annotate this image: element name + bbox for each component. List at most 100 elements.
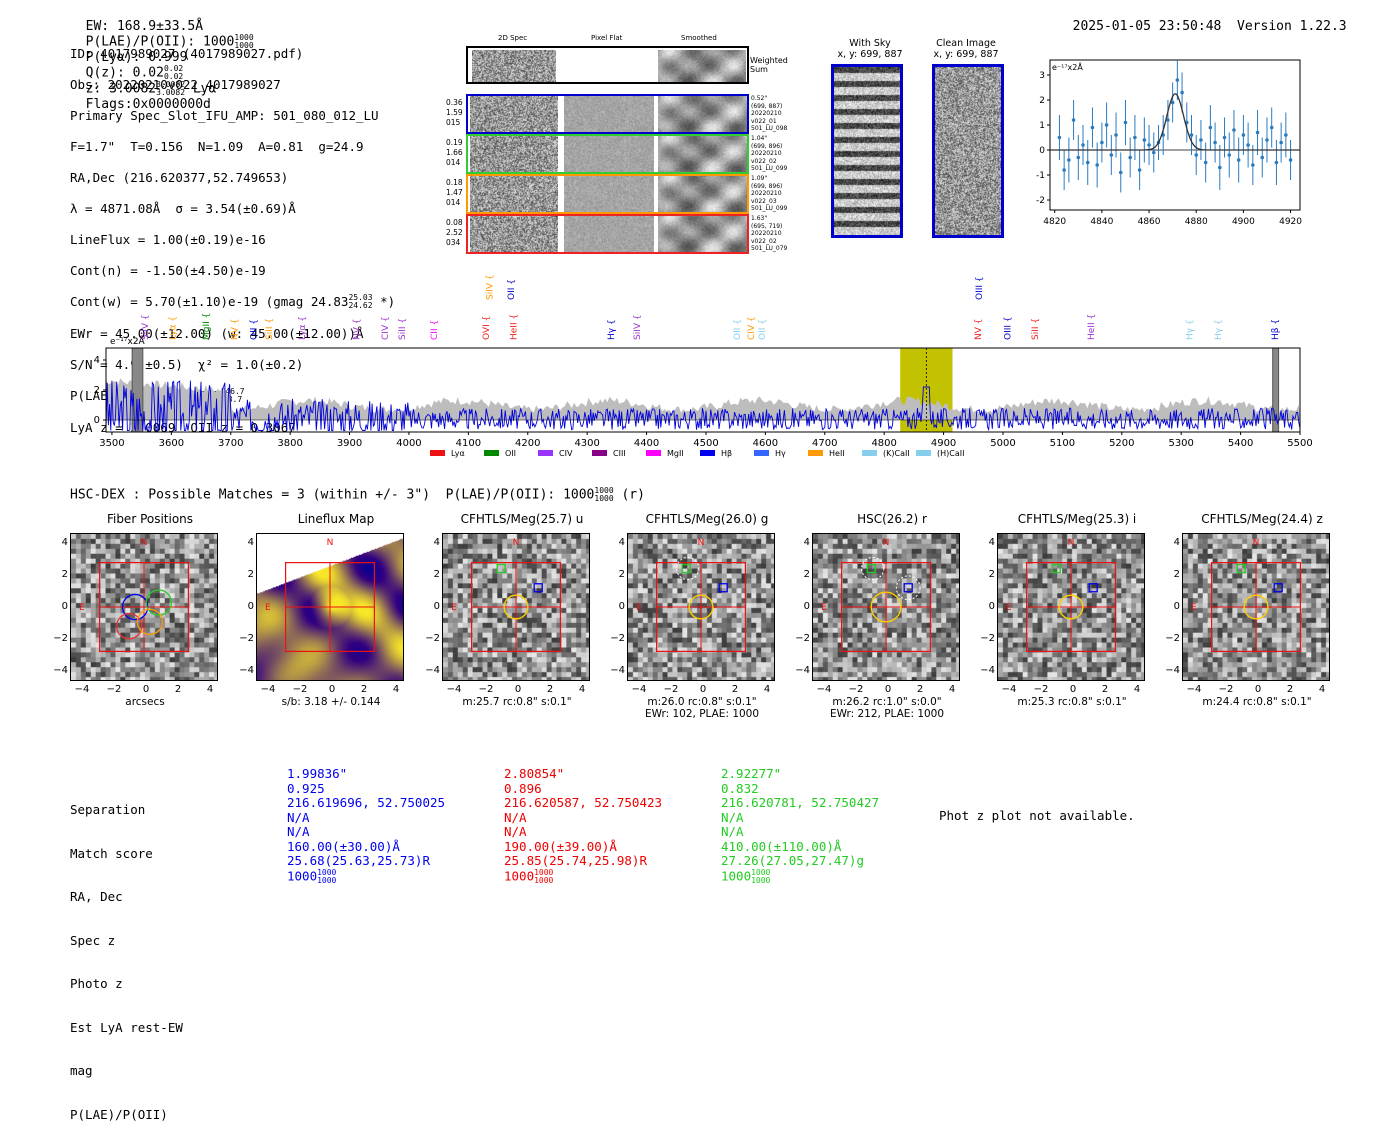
weighted-2dspec: [472, 50, 556, 82]
hsc-panel-caption2: EWr: 102, PLAE: 1000: [644, 708, 760, 720]
north-label: N: [698, 538, 705, 548]
hsc-axis-tick-y: 0: [618, 601, 625, 612]
match-marker-blue: [718, 583, 728, 593]
north-label: N: [1253, 538, 1260, 548]
cutout-pixelflat: [564, 96, 654, 132]
aperture-circle: [688, 594, 714, 620]
emission-line-label: Hγ {: [1186, 319, 1196, 340]
zoom-point: [1067, 158, 1071, 162]
cutout-meta: 501_LU_098: [751, 125, 788, 133]
cutout-smoothed: [658, 136, 747, 172]
match-value: 0.832: [721, 780, 759, 796]
legend-label: OII: [505, 449, 516, 458]
legend-swatch: [862, 450, 877, 456]
zoom-point: [1265, 138, 1269, 142]
col-label-pixelflat: Pixel Flat: [591, 34, 623, 42]
match-label-score: Match score: [70, 845, 153, 861]
hsc-panel-overlay: NE: [1191, 538, 1302, 653]
zoom-point: [1274, 160, 1279, 165]
hsc-panel-caption2: EWr: 212, PLAE: 1000: [829, 708, 945, 720]
cutout-2dspec: [470, 136, 558, 172]
match-value: 410.00(±110.00)Å: [721, 838, 842, 854]
header-plae-lo: 1000: [234, 41, 254, 50]
zoom-ytick-label: -2: [1036, 196, 1045, 206]
hsc-axis-tick-x: −4: [74, 684, 90, 695]
match-value: N/A: [504, 809, 527, 825]
info-obs: Obs: 20220210v022_4017989027: [70, 76, 281, 92]
match-value: 216.620587, 52.750423: [504, 795, 663, 810]
hsc-axis-tick-y: −4: [425, 665, 440, 676]
zoom-point: [1104, 123, 1109, 127]
legend-label: CIII: [613, 449, 626, 458]
cutout-meta: 1.09": [751, 175, 768, 182]
match-value: N/A: [287, 809, 310, 825]
hsc-axis-tick-y: −2: [53, 633, 68, 644]
aperture-circle: [870, 591, 902, 623]
zoom-point: [1175, 78, 1180, 82]
zoom-point: [1071, 118, 1076, 122]
hsc-panel-title: CFHTLS/Meg(25.7) u: [460, 512, 584, 526]
spec-xtick-label: 5100: [1050, 438, 1075, 449]
header-plya: P(Lyα): 0.999: [85, 50, 188, 65]
info-ewr: EWr = 45.00(±12.00) (w: 45.00(±12.00))Å: [70, 325, 364, 341]
hsc-axis-tick-x: 4: [763, 684, 771, 695]
hsc-axis-tick-y: 4: [247, 537, 254, 548]
spec-xtick-label: 5000: [990, 438, 1015, 449]
aperture-box: [1026, 562, 1117, 653]
zoom-point: [1085, 160, 1090, 165]
match-marker-green: [1051, 563, 1061, 574]
fiber-circle: [136, 608, 164, 636]
spec-xtick-label: 5400: [1228, 438, 1253, 449]
zoom-point: [1288, 158, 1293, 162]
zoom-point: [1137, 168, 1142, 172]
info-contn: Cont(n) = -1.50(±4.50)e-19: [70, 262, 266, 278]
hsc-axis-tick-x: 0: [1069, 684, 1077, 695]
hsc-axis-tick-x: 0: [514, 684, 522, 695]
hsc-axis-tick-y: 2: [1173, 569, 1180, 580]
match-value: 25.68(25.63,25.73)R: [287, 853, 430, 868]
spec-xtick-label: 3500: [99, 438, 124, 449]
hsc-axis-tick-y: 4: [803, 537, 810, 548]
hsc-panel-overlay: NE: [636, 538, 747, 653]
zoom-ytick-label: -1: [1036, 171, 1045, 181]
hsc-axis-tick-x: −2: [848, 684, 864, 695]
east-label: E: [636, 603, 642, 613]
match-value: 25.85(25.74,25.98)R: [504, 853, 647, 868]
match-value: 10001000 1000: [721, 868, 879, 885]
cutout-row: [466, 174, 749, 214]
zoom-point: [1128, 155, 1132, 160]
cutout-meta: 20220210: [751, 150, 782, 158]
emission-line-label: Hβ {: [1271, 319, 1281, 340]
hsc-axis-tick-x: −4: [260, 684, 276, 695]
hsc-axis-tick-y: 0: [988, 601, 995, 612]
emission-line-label: SiIV {: [141, 314, 151, 340]
fiber-circle: [121, 593, 149, 621]
hsc-panel-title: CFHTLS/Meg(25.3) i: [1017, 512, 1137, 526]
zoom-point: [1076, 155, 1081, 160]
emission-line-label: OII {: [733, 319, 743, 340]
cutout-pixelflat: [564, 216, 654, 252]
cutout-row-right-info: 0.52" (699, 887) 20220210 v022_01 501_LU_098: [751, 95, 787, 133]
zoom-point: [1232, 128, 1236, 132]
hsc-panel-title: Lineflux Map: [297, 512, 375, 526]
match-label-mag: mag: [70, 1063, 93, 1078]
cutout-stat: 0.36: [446, 98, 463, 107]
emission-line-label: SiII {: [1031, 318, 1041, 340]
hsc-axis-tick-y: −2: [980, 633, 995, 644]
aperture-circle: [1058, 594, 1084, 620]
cutout-pixelflat: [564, 176, 654, 212]
zoom-point: [1199, 138, 1203, 142]
match-marker-green: [866, 563, 876, 574]
match-label-photoz: Photo z: [70, 976, 123, 991]
spec-xtick-label: 3700: [218, 438, 243, 449]
zoom-point: [1062, 168, 1066, 172]
cutout-2dspec: [470, 176, 558, 212]
zoom-ytick-label: 3: [1039, 71, 1045, 81]
zoom-unit-label: e⁻¹⁷x2Å: [1052, 61, 1083, 72]
zoom-point: [1081, 143, 1085, 147]
legend-label: HeII: [829, 449, 845, 458]
cutout-meta: (699, 896): [751, 142, 783, 150]
header-qz-lo: 0.02: [163, 72, 184, 81]
